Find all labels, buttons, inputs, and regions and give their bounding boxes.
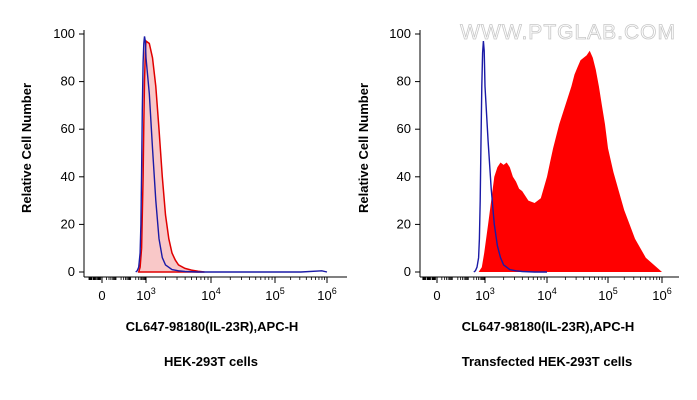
y-tick-label: 80 <box>397 74 411 89</box>
y-tick-label: 80 <box>61 74 75 89</box>
y-tick-label: 0 <box>404 264 411 279</box>
series-sample-area <box>478 50 662 273</box>
x-tick-label: 106 <box>652 286 671 303</box>
y-tick-label: 20 <box>397 216 411 231</box>
y-tick-label: 20 <box>61 216 75 231</box>
y-tick-label: 40 <box>61 169 75 184</box>
x-tick-label: 0 <box>433 288 440 303</box>
x-axis-label: CL647-98180(IL-23R),APC-H <box>462 319 635 334</box>
x-tick-label: 0 <box>98 288 105 303</box>
watermark: WWW.PTGLAB.COM <box>460 21 676 44</box>
x-tick-label: 103 <box>136 286 155 303</box>
x-tick-label: 106 <box>317 286 336 303</box>
y-axis-label: Relative Cell Number <box>356 83 371 213</box>
panel-caption: Transfected HEK-293T cells <box>462 354 633 369</box>
series-control-line <box>135 36 328 273</box>
y-tick-label: 60 <box>397 121 411 136</box>
y-tick-label: 40 <box>397 169 411 184</box>
y-tick-label: 0 <box>68 264 75 279</box>
plot-marks <box>473 41 662 273</box>
y-tick-label: 60 <box>61 121 75 136</box>
series-control-line <box>473 41 547 273</box>
axes: 0 20 40 60 80 100 0 103 104 105 106 <box>53 26 347 303</box>
x-axis-label: CL647-98180(IL-23R),APC-H <box>126 319 299 334</box>
y-axis-label: Relative Cell Number <box>19 83 34 213</box>
plot-marks <box>135 36 328 273</box>
x-tick-label: 105 <box>598 286 617 303</box>
y-tick-label: 100 <box>53 26 75 41</box>
histogram-panel-hek293t: 0 20 40 60 80 100 0 103 104 105 106 Relative Cell … <box>19 26 347 369</box>
axes: 0 20 40 60 80 100 0 103 104 105 106 <box>389 26 679 303</box>
x-tick-label: 104 <box>537 286 556 303</box>
y-tick-label: 100 <box>389 26 411 41</box>
x-tick-label: 105 <box>265 286 284 303</box>
histogram-panel-transfected: 0 20 40 60 80 100 0 103 104 105 106 Relative Cell … <box>356 21 679 369</box>
panel-caption: HEK-293T cells <box>164 354 258 369</box>
x-tick-label: 104 <box>201 286 220 303</box>
series-sample-area <box>137 39 205 273</box>
x-tick-label: 103 <box>475 286 494 303</box>
